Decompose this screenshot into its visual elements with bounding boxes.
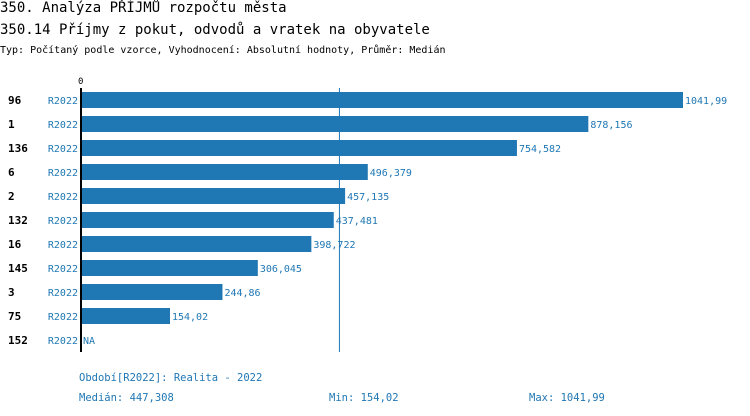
category-label: 96 — [8, 94, 22, 107]
value-label: 398,722 — [313, 240, 355, 251]
chart-title: 350.14 Příjmy z pokut, odvodů a vratek n… — [0, 22, 430, 38]
period-label: R2022 — [48, 312, 78, 323]
period-label: R2022 — [48, 336, 78, 347]
median-stat: Medián: 447,308 — [79, 392, 174, 404]
bar — [81, 164, 368, 180]
period-legend: Období[R2022]: Realita - 2022 — [79, 372, 263, 384]
bar — [81, 236, 312, 252]
bar — [81, 92, 683, 108]
value-label: 878,156 — [590, 120, 632, 131]
value-label: 306,045 — [260, 264, 302, 275]
bar — [81, 308, 170, 324]
period-label: R2022 — [48, 288, 78, 299]
category-label: 16 — [8, 238, 22, 251]
axis-zero-label: 0 — [78, 77, 83, 87]
bar — [81, 260, 258, 276]
value-label: 244,86 — [224, 288, 260, 299]
page-title: 350. Analýza PŘÍJMŮ rozpočtu města — [0, 0, 287, 16]
period-label: R2022 — [48, 216, 78, 227]
period-label: R2022 — [48, 96, 78, 107]
category-label: 152 — [8, 334, 28, 347]
category-label: 136 — [8, 142, 28, 155]
bar — [81, 212, 334, 228]
max-stat: Max: 1041,99 — [529, 392, 605, 404]
category-label: 132 — [8, 214, 28, 227]
value-label: 437,481 — [336, 216, 378, 227]
bar — [81, 284, 223, 300]
period-label: R2022 — [48, 192, 78, 203]
category-label: 3 — [8, 286, 15, 299]
category-label: 75 — [8, 310, 21, 323]
value-label: 457,135 — [347, 192, 389, 203]
category-label: 6 — [8, 166, 15, 179]
period-label: R2022 — [48, 240, 78, 251]
period-label: R2022 — [48, 144, 78, 155]
period-label: R2022 — [48, 120, 78, 131]
value-label: 1041,99 — [685, 96, 727, 107]
value-label: NA — [83, 336, 95, 347]
chart-info: Typ: Počítaný podle vzorce, Vyhodnocení:… — [0, 45, 446, 56]
category-label: 145 — [8, 262, 28, 275]
category-label: 2 — [8, 190, 15, 203]
period-label: R2022 — [48, 264, 78, 275]
value-label: 154,02 — [172, 312, 208, 323]
period-label: R2022 — [48, 168, 78, 179]
category-label: 1 — [8, 118, 15, 131]
min-stat: Min: 154,02 — [329, 392, 399, 404]
bar — [81, 140, 517, 156]
bar — [81, 116, 589, 132]
value-label: 496,379 — [370, 168, 412, 179]
bar — [81, 188, 346, 204]
value-label: 754,582 — [519, 144, 561, 155]
